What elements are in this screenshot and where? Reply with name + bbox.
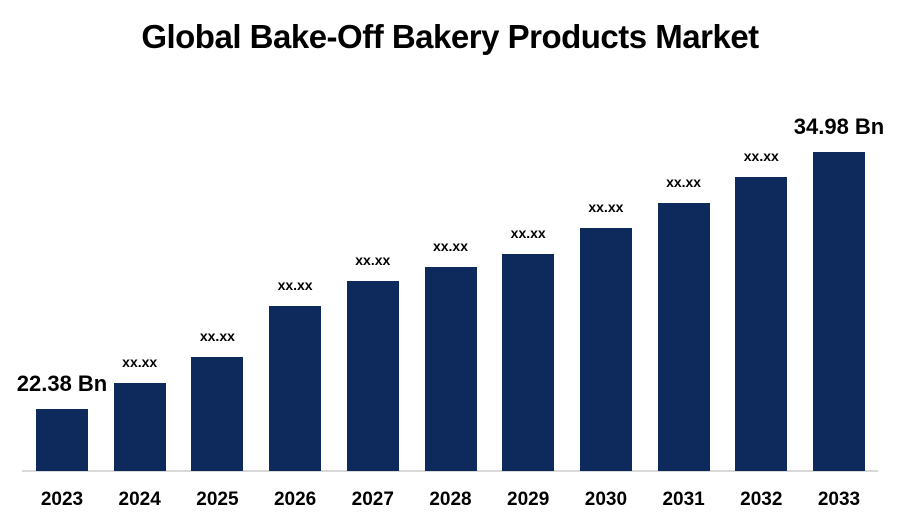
bar-value-label-2027: xx.xx: [355, 252, 391, 268]
bar-2033: [813, 152, 865, 471]
x-axis-tick-label-2029: 2029: [507, 489, 550, 510]
x-axis-tick-label-2024: 2024: [118, 489, 161, 510]
x-axis-tick-label-2032: 2032: [740, 489, 783, 510]
bar-value-label-2023: 22.38 Bn: [16, 371, 108, 396]
x-axis-tick-label-2030: 2030: [584, 489, 628, 510]
bar-value-label-2025: xx.xx: [199, 328, 235, 344]
x-axis-tick-label-2031: 2031: [662, 489, 705, 510]
x-axis-tick-label-2033: 2033: [817, 489, 861, 510]
x-axis-tick-label-2025: 2025: [196, 489, 239, 510]
bar-2028: [424, 267, 477, 471]
x-axis-tick-label-2023: 2023: [40, 489, 84, 510]
bar-2031: [657, 203, 710, 471]
bar-2026: [269, 306, 322, 471]
x-axis-line: [22, 470, 878, 472]
bar-2030: [579, 228, 632, 471]
bar-value-label-2032: xx.xx: [743, 148, 779, 164]
bar-2032: [735, 177, 788, 471]
bar-value-label-2028: xx.xx: [432, 238, 469, 254]
bar-value-label-2030: xx.xx: [588, 199, 624, 215]
x-axis-tick-label-2028: 2028: [429, 489, 472, 510]
bar-value-label-2033: 34.98 Bn: [793, 114, 885, 139]
bar-2027: [346, 281, 399, 471]
bar-value-label-2024: xx.xx: [122, 354, 158, 370]
chart-title: Global Bake-Off Bakery Products Market: [141, 18, 759, 55]
bar-2023: [36, 409, 88, 471]
bar-value-label-2029: xx.xx: [510, 225, 546, 241]
bar-2025: [191, 357, 244, 471]
x-axis-tick-label-2027: 2027: [351, 489, 394, 510]
bar-value-label-2031: xx.xx: [666, 174, 702, 190]
bar-value-label-2026: xx.xx: [277, 277, 313, 293]
bar-2024: [113, 383, 166, 471]
bar-2029: [502, 254, 555, 471]
x-axis-tick-label-2026: 2026: [273, 489, 317, 510]
